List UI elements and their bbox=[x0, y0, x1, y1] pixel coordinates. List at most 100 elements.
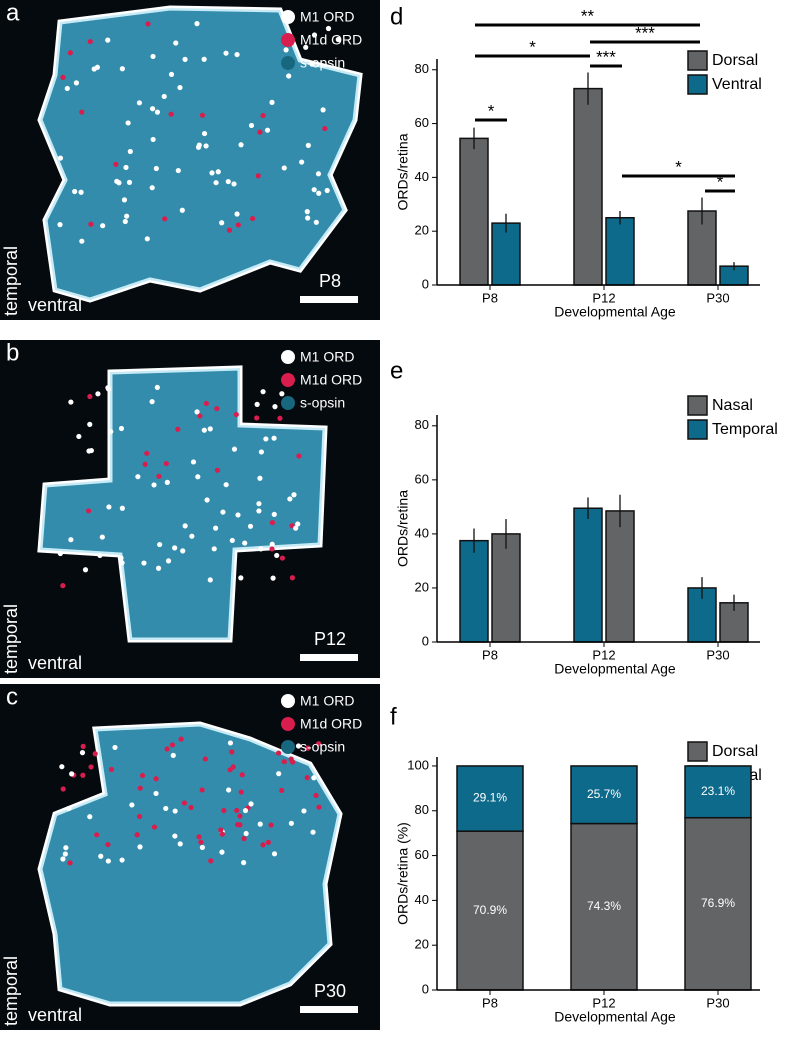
legend-swatch bbox=[687, 741, 708, 762]
legend-marker bbox=[281, 694, 295, 708]
ord-dot bbox=[289, 759, 296, 765]
ord-dot bbox=[241, 836, 247, 842]
legend-label: Ventral bbox=[712, 76, 762, 93]
ord-dot bbox=[272, 404, 278, 410]
ord-dot bbox=[59, 764, 65, 770]
ord-dot bbox=[305, 215, 311, 221]
ord-dot bbox=[289, 575, 296, 581]
ord-dot bbox=[156, 473, 162, 479]
retina-texture bbox=[40, 724, 340, 1004]
ord-dot bbox=[301, 808, 307, 814]
y-axis-label: ORDs/retina bbox=[395, 133, 411, 210]
ord-dot bbox=[295, 743, 302, 749]
y-tick-label: 80 bbox=[415, 61, 429, 76]
value-label: 70.9% bbox=[473, 903, 507, 917]
ord-dot bbox=[220, 509, 226, 515]
ord-dot bbox=[155, 565, 162, 571]
ord-dot bbox=[199, 787, 205, 793]
ord-dot bbox=[157, 541, 163, 548]
y-tick-label: 60 bbox=[415, 115, 429, 130]
ord-dot bbox=[60, 74, 66, 80]
ord-dot bbox=[242, 540, 248, 546]
ord-dot bbox=[76, 433, 82, 440]
ord-dot bbox=[270, 575, 276, 581]
legend-label: Dorsal bbox=[712, 743, 758, 760]
legend-label: s-opsin bbox=[300, 55, 345, 71]
ord-dot bbox=[201, 427, 207, 433]
ord-dot bbox=[291, 492, 297, 498]
ord-dot bbox=[150, 136, 156, 143]
ord-dot bbox=[170, 752, 176, 758]
ord-dot bbox=[242, 807, 249, 814]
ord-dot bbox=[123, 164, 129, 171]
ord-dot bbox=[80, 772, 86, 778]
ord-dot bbox=[201, 56, 207, 62]
ord-dot bbox=[219, 831, 225, 837]
ord-dot bbox=[241, 859, 247, 866]
ord-dot bbox=[161, 93, 167, 100]
ord-dot bbox=[223, 482, 229, 488]
ord-dot bbox=[194, 21, 200, 27]
panel-letter: e bbox=[390, 357, 403, 384]
ord-dot bbox=[151, 824, 158, 830]
bar bbox=[605, 510, 635, 643]
x-axis-label: Developmental Age bbox=[554, 661, 676, 677]
ord-dot bbox=[177, 84, 183, 91]
ord-dot bbox=[137, 844, 143, 850]
legend-marker bbox=[281, 10, 295, 24]
ord-dot bbox=[281, 759, 287, 765]
ord-dot bbox=[57, 155, 64, 161]
ord-dot bbox=[269, 520, 276, 526]
ord-dot bbox=[229, 537, 235, 544]
ord-dot bbox=[258, 546, 264, 552]
ord-dot bbox=[95, 391, 101, 397]
ord-dot bbox=[275, 750, 282, 756]
ord-dot bbox=[325, 25, 332, 32]
ord-dot bbox=[139, 772, 146, 779]
ord-dot bbox=[142, 461, 148, 467]
ord-dot bbox=[288, 820, 294, 826]
ord-dot bbox=[168, 111, 174, 117]
ord-dot bbox=[234, 51, 240, 58]
bar-segment bbox=[684, 765, 752, 819]
ord-dot bbox=[124, 213, 130, 219]
y-tick-label: 20 bbox=[415, 223, 429, 238]
ord-dot bbox=[303, 44, 309, 50]
ord-dot bbox=[169, 742, 176, 748]
ord-dot bbox=[254, 401, 260, 407]
scale-bar bbox=[300, 296, 358, 303]
significance-label: *** bbox=[596, 47, 616, 66]
legend-marker bbox=[281, 396, 295, 410]
ord-dot bbox=[108, 766, 115, 773]
ord-dot bbox=[92, 751, 98, 757]
ord-dot bbox=[177, 841, 183, 847]
ord-dot bbox=[304, 775, 310, 781]
retina bbox=[37, 5, 363, 303]
ord-dot bbox=[173, 40, 179, 46]
ord-dot bbox=[60, 856, 66, 862]
x-tick-label: P8 bbox=[482, 290, 498, 305]
ord-dot bbox=[202, 756, 208, 762]
ord-dot bbox=[322, 125, 328, 132]
ord-dot bbox=[135, 474, 141, 480]
ord-dot bbox=[150, 53, 156, 60]
ord-dot bbox=[97, 552, 103, 559]
ord-dot bbox=[199, 844, 206, 851]
y-axis-label: ORDs/retina bbox=[395, 490, 411, 567]
ord-dot bbox=[134, 832, 140, 838]
ord-dot bbox=[257, 475, 263, 481]
y-tick-label: 80 bbox=[415, 417, 429, 432]
x-axis-label: Developmental Age bbox=[554, 304, 676, 320]
legend-swatch bbox=[687, 395, 708, 416]
ord-dot bbox=[203, 400, 210, 407]
ord-dot bbox=[164, 746, 170, 752]
ord-dot bbox=[179, 207, 185, 213]
panel-letter: c bbox=[6, 683, 18, 710]
ord-dot bbox=[238, 142, 244, 148]
panel-letter: b bbox=[6, 339, 19, 366]
ord-dot bbox=[305, 142, 311, 148]
bottom-label: ventral bbox=[28, 653, 82, 673]
image-panel: a M1 ORD M1d ORD s-opsin temporal ventral P8 bbox=[0, 0, 380, 320]
ord-dot bbox=[105, 858, 111, 864]
ord-dot bbox=[63, 845, 69, 851]
